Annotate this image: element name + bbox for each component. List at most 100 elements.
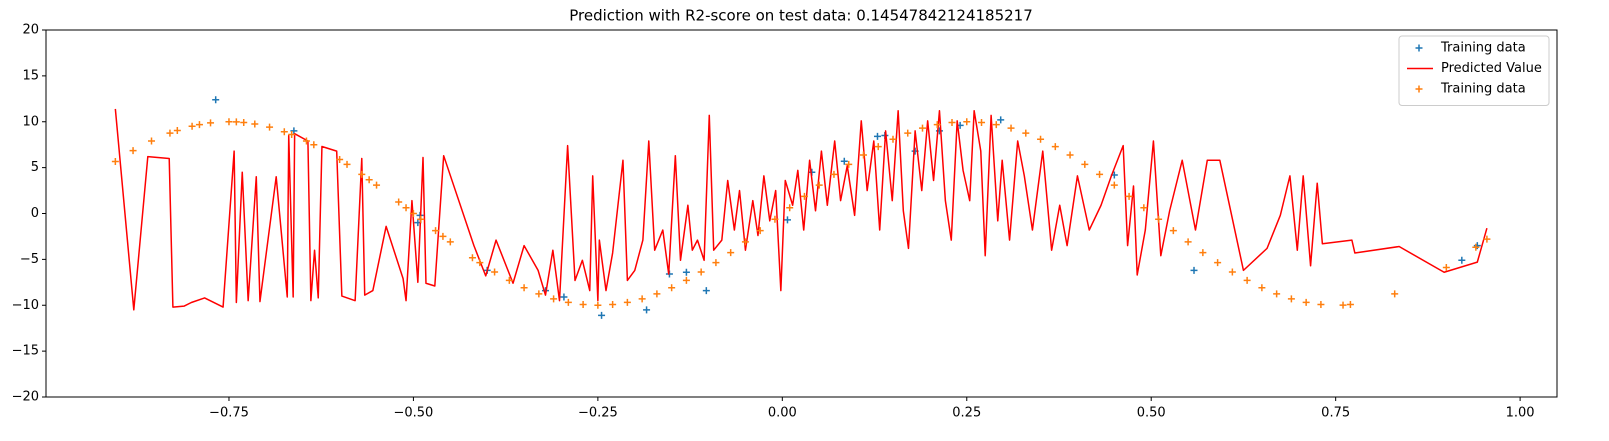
data-point [1228, 268, 1236, 276]
data-point [365, 176, 373, 184]
y-tick-label: −20 [12, 390, 39, 405]
data-point [111, 157, 119, 165]
data-point [697, 268, 705, 276]
data-point [129, 147, 137, 155]
legend-label: Predicted Value [1441, 61, 1542, 76]
data-point [1051, 143, 1059, 151]
data-point [148, 137, 156, 145]
data-point [845, 160, 853, 168]
x-tick-label: 0.75 [1321, 406, 1350, 421]
plot-frame [45, 29, 1558, 398]
data-point [873, 132, 881, 140]
data-point [1140, 204, 1148, 212]
data-point [173, 126, 181, 134]
data-point [564, 298, 572, 306]
data-point [933, 121, 941, 129]
data-point [1472, 243, 1480, 251]
data-point [1066, 151, 1074, 159]
x-tick-label: 0.50 [1137, 406, 1166, 421]
data-point [800, 192, 808, 200]
data-point [741, 238, 749, 246]
y-tick-label: 15 [22, 68, 39, 83]
data-point [668, 284, 676, 292]
data-point [874, 143, 882, 151]
data-point [623, 298, 631, 306]
y-tick-label: −5 [20, 252, 39, 267]
data-point [1287, 295, 1295, 303]
data-point [712, 259, 720, 267]
data-point [579, 301, 587, 309]
data-point [476, 259, 484, 267]
data-point [240, 118, 248, 126]
data-point [1214, 259, 1222, 267]
data-point [225, 118, 233, 126]
data-point [1473, 242, 1481, 250]
data-point [195, 121, 203, 129]
x-tick-label: −0.25 [578, 406, 618, 421]
data-point [786, 204, 794, 212]
data-point [1125, 192, 1133, 200]
data-point [889, 135, 897, 143]
x-tick-label: 0.00 [768, 406, 797, 421]
data-point [290, 127, 298, 135]
y-tick-label: 0 [31, 206, 39, 221]
data-point [560, 293, 568, 301]
data-point [395, 198, 403, 206]
data-point [1096, 170, 1104, 178]
data-point [859, 151, 867, 159]
data-point [918, 124, 926, 132]
data-point [251, 120, 259, 128]
data-line [114, 108, 1488, 311]
data-point [505, 276, 513, 284]
data-point [815, 181, 823, 189]
data-point [468, 254, 476, 262]
data-point [1169, 227, 1177, 235]
data-point [280, 128, 288, 136]
data-point [594, 301, 602, 309]
data-point [1199, 249, 1207, 257]
data-point [212, 96, 220, 104]
data-point [756, 227, 764, 235]
data-point [1155, 215, 1163, 223]
data-point [266, 123, 274, 131]
data-point [446, 238, 454, 246]
data-point [997, 116, 1005, 124]
data-point [166, 129, 174, 137]
data-point [343, 160, 351, 168]
data-point [373, 181, 381, 189]
data-point [1273, 290, 1281, 298]
legend-marker [1415, 44, 1423, 52]
y-tick-label: 20 [22, 23, 39, 38]
data-point [727, 249, 735, 257]
data-point [1346, 301, 1354, 309]
data-point [1022, 129, 1030, 137]
chart-title: Prediction with R2-score on test data: 0… [569, 7, 1033, 25]
data-point [682, 276, 690, 284]
x-tick-label: −0.50 [393, 406, 433, 421]
data-point [417, 215, 425, 223]
data-point [302, 137, 310, 145]
data-point [1458, 256, 1466, 264]
data-point [1317, 301, 1325, 309]
data-point [643, 306, 651, 314]
data-point [432, 227, 440, 235]
data-point [948, 118, 956, 126]
data-point [963, 118, 971, 126]
legend-label: Training data [1440, 41, 1526, 56]
data-point [491, 268, 499, 276]
data-point [1081, 160, 1089, 168]
data-point [904, 129, 912, 137]
data-point [771, 215, 779, 223]
data-point [1110, 181, 1118, 189]
x-tick-label: −0.75 [209, 406, 249, 421]
data-point [1258, 284, 1266, 292]
data-point [402, 204, 410, 212]
data-point [1302, 298, 1310, 306]
data-point [1391, 290, 1399, 298]
data-point [288, 131, 296, 139]
data-point [550, 295, 558, 303]
data-point [1243, 276, 1251, 284]
data-point [992, 121, 1000, 129]
